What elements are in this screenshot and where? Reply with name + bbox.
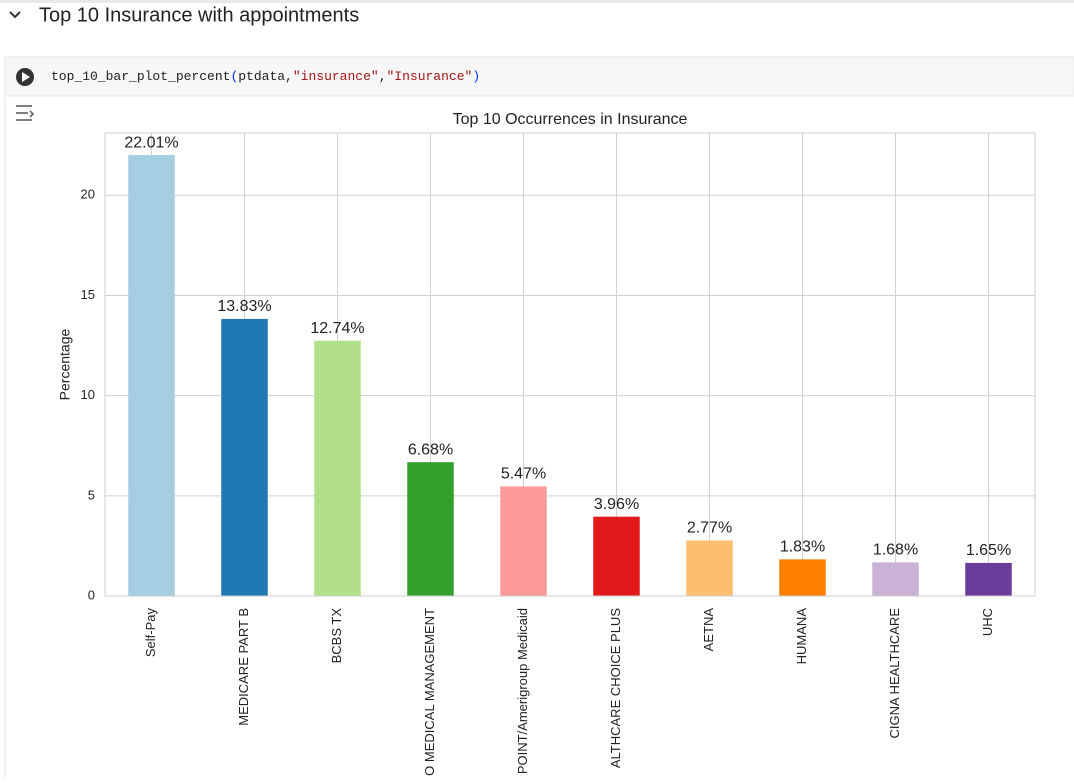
bar: [686, 540, 733, 596]
bar: [407, 462, 454, 596]
x-tick-label: MEDICARE PART B: [236, 608, 251, 726]
bar: [500, 486, 547, 596]
value-label: 2.77%: [687, 520, 732, 537]
x-tick-label: Self-Pay: [143, 608, 158, 658]
value-label: 6.68%: [408, 441, 453, 458]
code-token: top_10_bar_plot_percent: [51, 69, 230, 84]
bar: [593, 516, 640, 596]
x-tick-label: AETNA: [701, 608, 716, 652]
x-tick-label: HUMANA: [794, 608, 809, 665]
x-tick-label: O MEDICAL MANAGEMENT: [422, 608, 437, 776]
code-token: "insurance": [293, 69, 379, 84]
y-axis-label: Percentage: [57, 328, 73, 400]
code-token: ptdata,: [238, 69, 293, 84]
plot-frame: [104, 132, 1036, 597]
value-label: 1.65%: [966, 542, 1011, 559]
bar: [221, 318, 268, 596]
code-token: ,: [379, 69, 387, 84]
bar: [128, 155, 175, 596]
x-tick-label: ALTHCARE CHOICE PLUS: [608, 608, 623, 768]
value-label: 5.47%: [501, 466, 546, 483]
collapse-chevron[interactable]: [9, 11, 21, 19]
output-icon[interactable]: [16, 105, 35, 121]
x-tick-label: POINT/Amerigroup Medicaid: [515, 608, 530, 774]
y-tick-label: 15: [81, 287, 95, 302]
y-tick-label: 0: [88, 587, 95, 602]
code-token: (: [230, 69, 238, 84]
y-tick-label: 5: [88, 487, 95, 502]
chart-title: Top 10 Occurrences in Insurance: [453, 111, 688, 128]
y-tick-label: 20: [81, 187, 95, 202]
value-label: 1.68%: [873, 542, 918, 559]
code-token: ): [472, 69, 480, 84]
value-label: 1.83%: [780, 539, 825, 556]
bar: [779, 559, 826, 596]
code-line: top_10_bar_plot_percent(ptdata,"insuranc…: [51, 69, 480, 84]
section-title: Top 10 Insurance with appointments: [39, 4, 359, 26]
bar: [314, 340, 361, 596]
value-label: 3.96%: [594, 496, 639, 513]
x-tick-label: BCBS TX: [329, 608, 344, 664]
code-cell[interactable]: [4, 56, 1074, 97]
value-label: 12.74%: [310, 320, 364, 337]
value-label: 22.01%: [124, 134, 178, 151]
code-token: "Insurance": [387, 69, 473, 84]
x-tick-label: UHC: [980, 608, 995, 636]
run-icon: [22, 72, 30, 82]
x-tick-label: CIGNA HEALTHCARE: [887, 608, 902, 739]
y-tick-label: 10: [81, 387, 95, 402]
bar: [965, 562, 1012, 596]
value-label: 13.83%: [217, 298, 271, 315]
top-border: [0, 0, 1074, 3]
bar: [872, 562, 919, 596]
